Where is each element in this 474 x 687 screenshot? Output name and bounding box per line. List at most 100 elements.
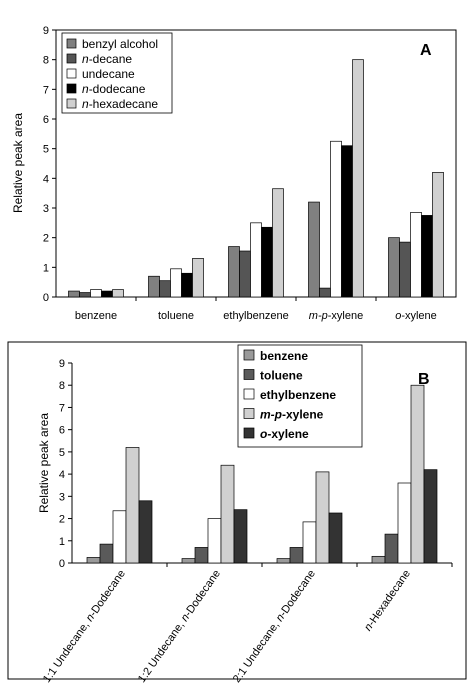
legend-swatch	[243, 369, 255, 380]
bar	[148, 275, 160, 298]
y-tick-label: 7	[59, 402, 65, 414]
bar	[112, 289, 124, 298]
legend-swatch	[66, 38, 77, 49]
bar	[170, 268, 182, 298]
bar	[159, 280, 171, 298]
y-tick-label: 7	[43, 84, 49, 96]
legend-swatch	[66, 98, 77, 109]
legend-swatch	[243, 349, 255, 361]
bar	[86, 557, 101, 564]
legend-label: o-xylene	[260, 427, 309, 441]
panel-b-y-ticks: 0 1 2 3 4 5 6 7 8 9	[59, 358, 72, 570]
legend-swatch	[243, 408, 255, 419]
panel-b-bars	[86, 384, 438, 564]
bar	[228, 246, 240, 298]
y-tick-label: 9	[43, 25, 49, 37]
panel-a-bars	[68, 59, 444, 298]
legend-label: benzene	[260, 349, 308, 363]
bar	[220, 464, 235, 564]
legend-swatch	[66, 68, 77, 79]
legend-label: m-p-xylene	[260, 408, 324, 422]
legend-label: n-decane	[82, 52, 132, 66]
panel-a-category-labels: benzene toluene ethylbenzene m-p-xylene o-xy…	[75, 297, 437, 322]
y-tick-label: 6	[59, 425, 65, 437]
bar	[192, 258, 204, 298]
bar	[276, 558, 291, 564]
panel-a-legend: benzyl alcoholn-decaneundecanen-dodecane…	[61, 32, 173, 114]
panel-b-legend: benzene toluene ethylbenzene m-p-xylene o-xy…	[237, 344, 363, 448]
bar	[421, 215, 433, 298]
bar	[90, 289, 102, 298]
bar	[330, 140, 342, 298]
y-tick-label: 0	[59, 558, 65, 570]
legend-swatch	[243, 427, 255, 439]
bar	[233, 509, 248, 564]
panel-b-label: B	[418, 371, 430, 388]
category-label: 2:1 Undecane, n-Dodecane	[231, 568, 318, 685]
bar	[410, 212, 422, 298]
bar	[384, 533, 399, 564]
legend-label: undecane	[82, 67, 135, 81]
y-tick-label: 0	[43, 292, 49, 304]
bar	[125, 447, 140, 564]
y-tick-label: 8	[43, 55, 49, 67]
y-tick-label: 1	[43, 262, 49, 274]
bar	[397, 482, 412, 564]
bar	[261, 226, 273, 298]
bar	[302, 521, 317, 564]
legend-label: benzyl alcohol	[82, 37, 158, 51]
bar	[101, 290, 113, 298]
y-tick-label: 4	[59, 469, 65, 481]
legend-label: n-dodecane	[82, 82, 146, 96]
panel-b-legend-box	[237, 344, 363, 448]
bar	[319, 287, 331, 298]
bar	[181, 558, 196, 564]
panel-b-border	[7, 341, 467, 680]
bar	[308, 201, 320, 298]
bar	[328, 512, 343, 564]
panel-a-label: A	[420, 42, 432, 59]
panel-a-y-axis-label: Relative peak area	[11, 113, 25, 213]
y-tick-label: 6	[43, 114, 49, 126]
bar	[432, 172, 444, 298]
y-tick-label: 2	[59, 514, 65, 526]
bar	[138, 500, 153, 564]
bar	[99, 543, 114, 564]
y-tick-label: 9	[59, 358, 65, 370]
category-label: m-p-xylene	[309, 310, 363, 322]
category-label: benzene	[75, 310, 117, 322]
category-label: 1:2 Undecane, n-Dodecane	[136, 568, 223, 685]
y-tick-label: 3	[59, 491, 65, 503]
y-tick-label: 5	[59, 447, 65, 459]
category-label: n-Hexadecane	[362, 568, 413, 634]
y-tick-label: 2	[43, 233, 49, 245]
bar	[371, 555, 386, 564]
legend-swatch	[66, 83, 77, 94]
bar	[410, 384, 425, 564]
bar	[239, 250, 251, 298]
bar	[315, 471, 330, 564]
y-tick-label: 3	[43, 203, 49, 215]
category-label: o-xylene	[395, 310, 437, 322]
y-tick-label: 4	[43, 173, 49, 185]
bar	[112, 510, 127, 564]
panel-b-y-axis-label: Relative peak area	[37, 413, 51, 513]
bar	[250, 222, 262, 298]
bar	[194, 547, 209, 564]
legend-label: n-hexadecane	[82, 97, 158, 111]
y-tick-label: 1	[59, 536, 65, 548]
legend-label: ethylbenzene	[260, 388, 336, 402]
bar	[272, 188, 284, 298]
bar	[423, 469, 438, 564]
bar	[352, 59, 364, 298]
category-label: 1:1 Undecane, n-Dodecane	[41, 568, 128, 685]
bar	[181, 272, 193, 298]
panel-a-chart: 0 1 2 3 4 5 6 7 8 9 benzene toluene ethylbenzene m-p…	[11, 25, 457, 322]
panel-a-legend-box	[61, 32, 173, 114]
panel-a-y-ticks: 0 1 2 3 4 5 6 7 8 9	[43, 25, 56, 304]
bar	[79, 292, 91, 298]
legend-swatch	[66, 53, 77, 64]
category-label: ethylbenzene	[223, 310, 288, 322]
